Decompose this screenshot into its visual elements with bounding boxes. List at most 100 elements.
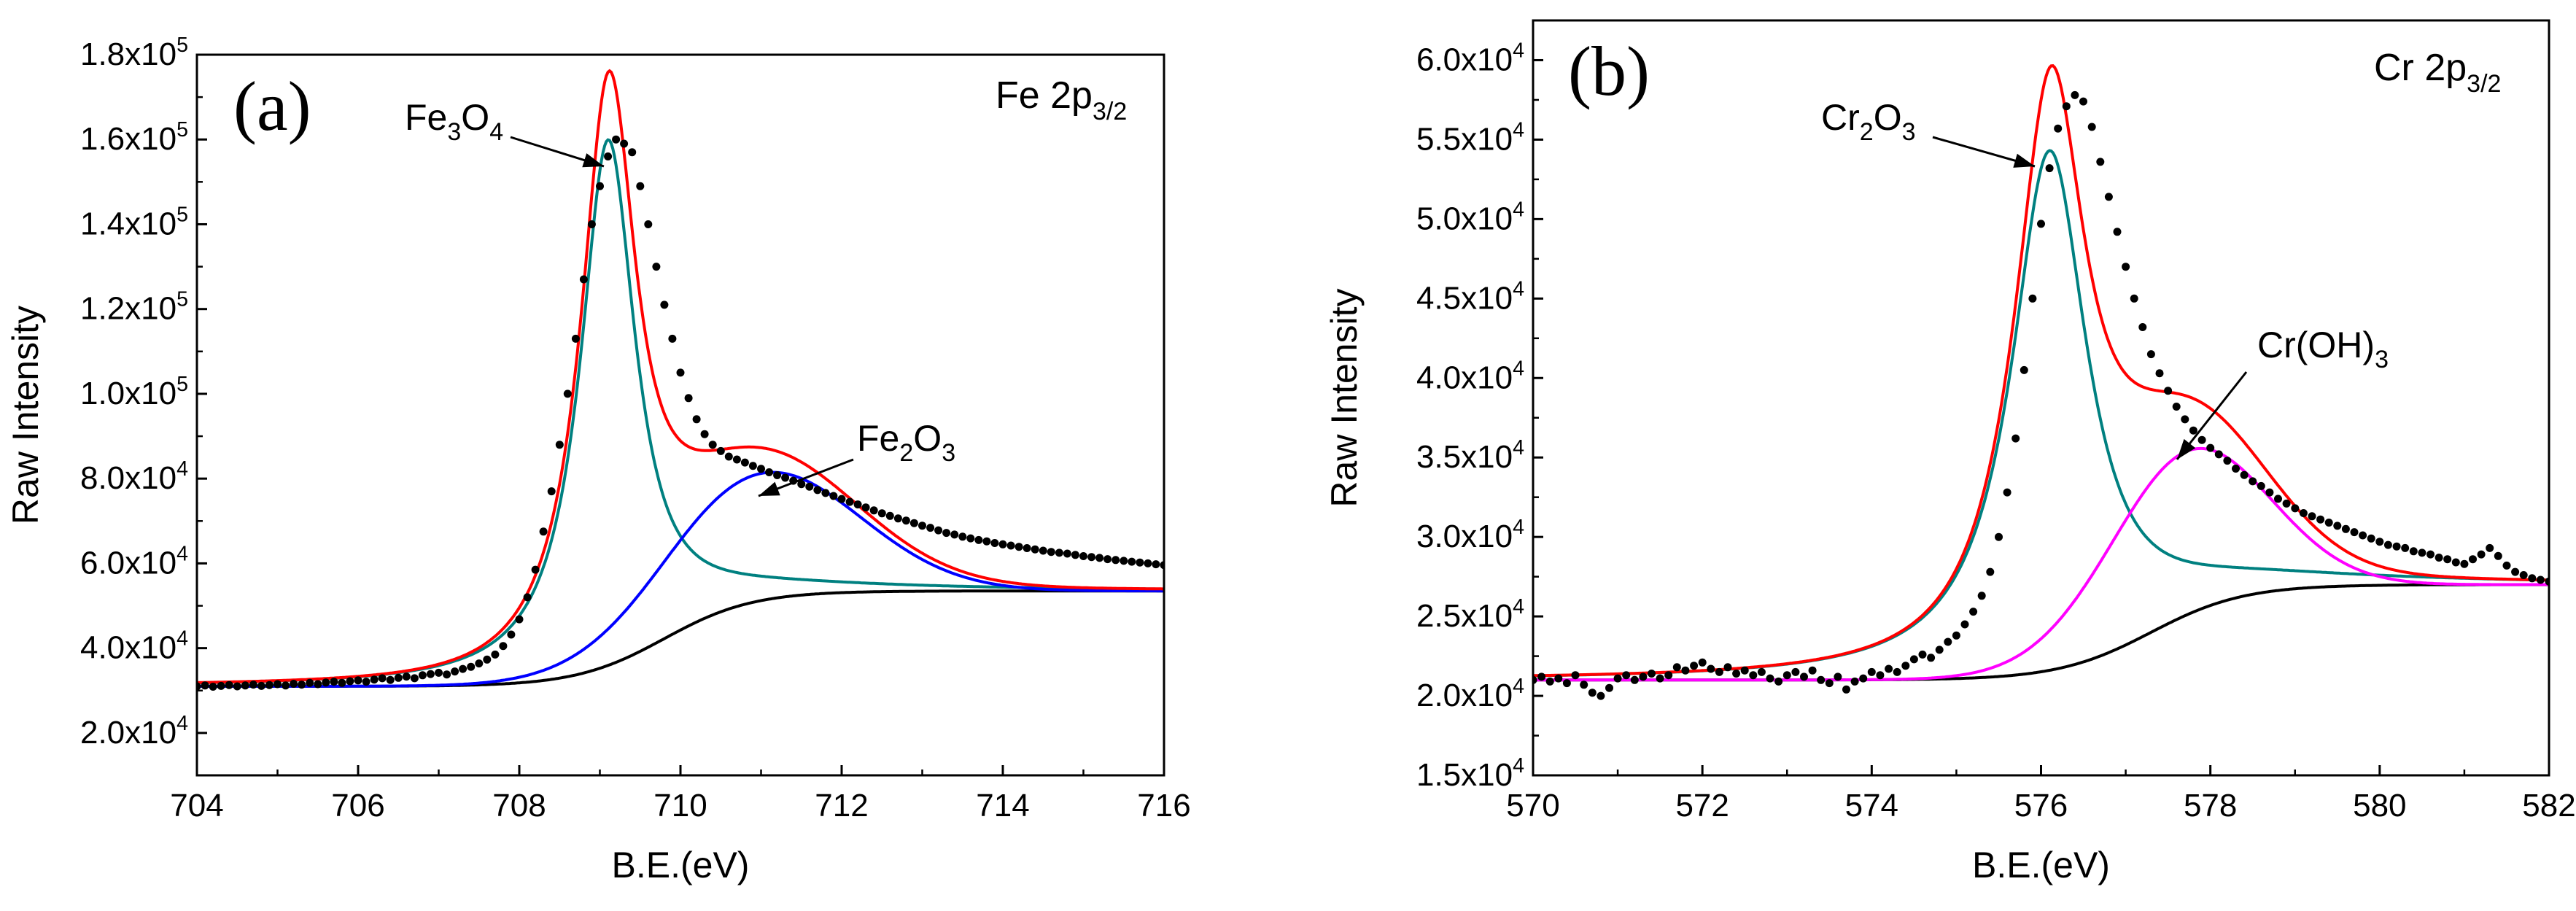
data-point [1128, 557, 1136, 566]
data-point [1136, 558, 1144, 567]
data-point [2240, 470, 2249, 479]
data-point [2460, 559, 2469, 568]
data-point [2181, 415, 2189, 424]
data-point [885, 511, 894, 520]
data-point [765, 468, 774, 476]
x-tick-label: 706 [331, 788, 384, 823]
x-tick-label: 572 [1675, 788, 1729, 823]
data-point [974, 535, 983, 544]
data-point [507, 630, 516, 639]
data-point [201, 681, 209, 690]
data-point [2130, 294, 2138, 303]
data-point [2324, 519, 2333, 527]
y-tick-label: 1.6x105 [80, 118, 188, 157]
data-point [475, 659, 484, 668]
data-point [1622, 671, 1631, 680]
data-point [273, 680, 282, 689]
peak-annotation-label: Cr(OH)3 [2257, 325, 2389, 373]
data-point [740, 458, 749, 467]
data-point [1876, 671, 1885, 680]
data-point [748, 462, 757, 470]
data-point [893, 514, 902, 523]
data-point [1918, 650, 1927, 659]
data-point [2291, 504, 2300, 513]
data-point [2367, 534, 2375, 543]
y-tick-label: 4.0x104 [80, 627, 188, 666]
data-point [732, 455, 741, 464]
data-point [1152, 560, 1160, 569]
data-point [2519, 571, 2528, 579]
data-point [1031, 545, 1039, 554]
y-tick-label: 3.5x104 [1416, 436, 1524, 475]
data-point [2104, 193, 2113, 201]
data-point [435, 668, 443, 677]
spectrum-label: Fe 2p3/2 [996, 74, 1127, 125]
data-point [1648, 670, 1656, 678]
data-point [378, 674, 387, 683]
data-point [1885, 664, 1893, 673]
data-point [1817, 675, 1826, 684]
data-point [2528, 574, 2537, 583]
x-tick-label: 576 [2014, 788, 2068, 823]
data-point [515, 615, 524, 624]
data-point [1039, 546, 1047, 555]
data-point [209, 683, 217, 691]
data-point [2257, 481, 2265, 490]
data-point [2401, 543, 2410, 552]
data-point [2333, 522, 2342, 530]
data-point [2087, 123, 2096, 131]
data-point [1766, 674, 1774, 683]
panel-label: (b) [1568, 32, 1650, 110]
y-tick-label: 6.0x104 [80, 542, 188, 581]
data-point [2011, 434, 2020, 443]
data-point [2028, 294, 2037, 303]
data-point [2096, 158, 2105, 166]
x-axis-title: B.E.(eV) [612, 845, 750, 885]
data-point [225, 681, 233, 689]
data-point [2155, 369, 2164, 378]
x-tick-label: 704 [170, 788, 223, 823]
data-point [2418, 548, 2426, 557]
data-point [861, 503, 870, 512]
data-point [1681, 666, 1690, 675]
data-point [1909, 655, 1918, 664]
data-point [410, 674, 419, 683]
peak-annotation: Cr2O3 [1821, 97, 2036, 168]
y-axis-title: Raw Intensity [5, 306, 46, 524]
peak-annotation: Fe3O4 [405, 97, 605, 168]
x-tick-label: 710 [653, 788, 707, 823]
data-point [2486, 543, 2494, 552]
data-point [1859, 674, 1868, 683]
data-point [1952, 631, 1960, 640]
x-tick-label: 714 [976, 788, 1029, 823]
y-tick-label: 4.0x104 [1416, 357, 1524, 395]
data-point [1698, 658, 1707, 667]
data-point [797, 480, 806, 489]
x-tick-label: 570 [1506, 788, 1559, 823]
data-point [2308, 512, 2316, 521]
data-point [2469, 555, 2477, 564]
data-point [757, 465, 765, 473]
data-point [1901, 662, 1910, 670]
data-point [2383, 540, 2392, 549]
data-point [2494, 551, 2502, 560]
data-point [668, 334, 677, 343]
data-point [555, 441, 564, 449]
data-point [1095, 554, 1104, 562]
data-point [1969, 608, 1978, 616]
data-point [2138, 323, 2147, 331]
data-point [1834, 672, 1842, 681]
data-point [1112, 556, 1120, 565]
data-point [2502, 561, 2511, 570]
data-point [2451, 558, 2460, 567]
data-point [982, 537, 991, 546]
data-point [1605, 683, 1613, 692]
peak-annotation: Fe2O3 [758, 418, 955, 497]
curve-background [1533, 583, 2549, 682]
data-point [241, 681, 249, 690]
data-point [1944, 637, 1952, 646]
data-point [773, 471, 782, 479]
curve-fe3o4 [197, 138, 1164, 685]
data-point [1893, 667, 1901, 676]
